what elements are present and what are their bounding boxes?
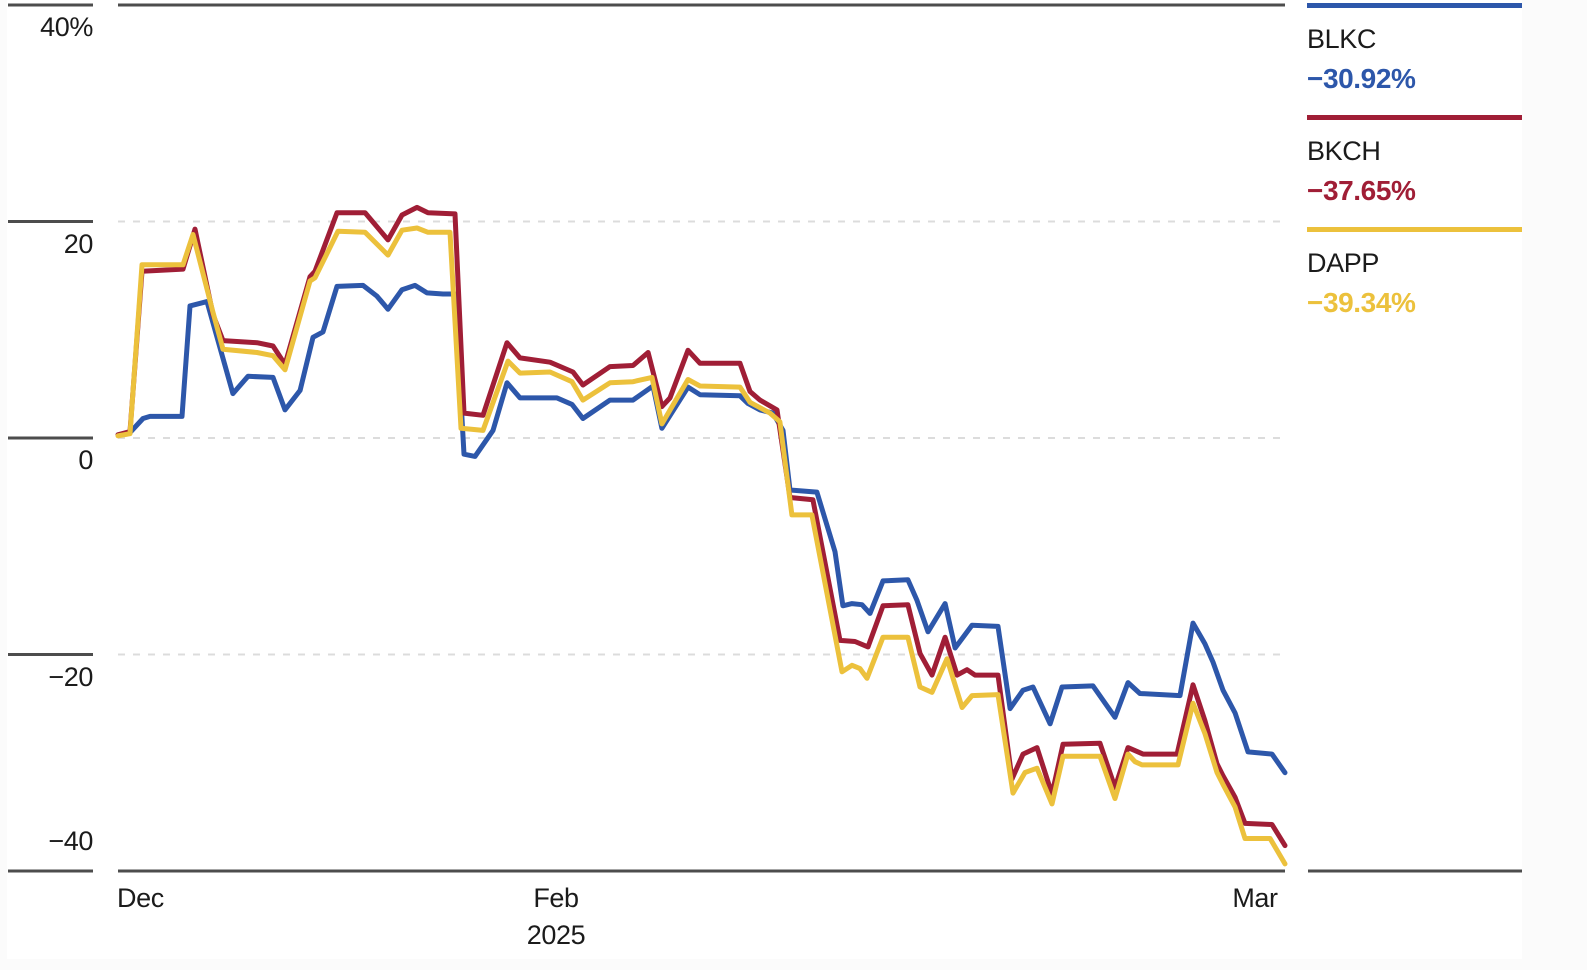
- legend-color-rule-dapp: [1307, 227, 1522, 232]
- legend-entry-bkch: BKCH −37.65%: [1307, 115, 1522, 206]
- legend-ticker-dapp: DAPP: [1307, 248, 1379, 278]
- y-axis-label-neg40: −40: [48, 826, 93, 856]
- x-axis-label-dec: Dec: [117, 883, 164, 913]
- y-axis-label-40: 40%: [40, 12, 93, 42]
- legend-ticker-bkch: BKCH: [1307, 136, 1381, 166]
- y-axis-label-0: 0: [78, 445, 93, 475]
- legend-color-rule-blkc: [1307, 3, 1522, 8]
- legend-entry-blkc: BLKC −30.92%: [1307, 3, 1522, 94]
- legend-entry-dapp: DAPP −39.34%: [1307, 227, 1522, 318]
- legend-ticker-blkc: BLKC: [1307, 24, 1376, 54]
- series-line-bkch: [115, 204, 1288, 849]
- x-axis-label-mar: Mar: [1232, 883, 1278, 913]
- chart-card: [7, 0, 1522, 959]
- x-axis-label-feb: Feb: [533, 883, 579, 913]
- legend-change-dapp: −39.34%: [1307, 287, 1416, 318]
- y-axis-label-neg20: −20: [48, 662, 93, 692]
- legend-color-rule-bkch: [1307, 115, 1522, 120]
- y-axis-label-20: 20: [63, 229, 94, 259]
- series-line-dapp: [115, 225, 1288, 867]
- x-axis-label-year: 2025: [526, 920, 586, 950]
- legend-change-bkch: −37.65%: [1307, 175, 1416, 206]
- legend-change-blkc: −30.92%: [1307, 63, 1416, 94]
- series-line-blkc: [115, 282, 1288, 776]
